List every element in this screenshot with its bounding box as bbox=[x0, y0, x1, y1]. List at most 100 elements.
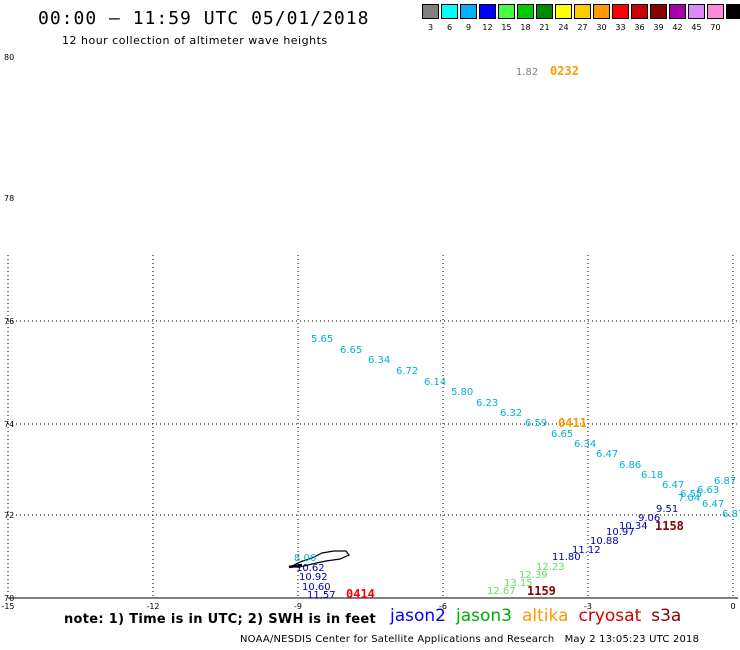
legend-label: 15 bbox=[501, 23, 512, 32]
map-subtitle: 12 hour collection of altimeter wave hei… bbox=[62, 34, 328, 47]
legend-swatch bbox=[498, 4, 515, 19]
wave-height-value: 6.34 bbox=[574, 439, 596, 450]
legend-swatch bbox=[650, 4, 667, 19]
longitude-label: -3 bbox=[584, 602, 592, 611]
legend-label: 6 bbox=[446, 23, 453, 32]
overpass-time: 0411 bbox=[558, 416, 587, 430]
wave-height-value: 12.39 bbox=[519, 570, 548, 581]
legend-swatch bbox=[555, 4, 572, 19]
legend-label: 9 bbox=[465, 23, 472, 32]
legend-label: 3 bbox=[427, 23, 434, 32]
wave-height-value: 6.87 bbox=[722, 509, 740, 520]
legend-swatch bbox=[631, 4, 648, 19]
legend-label: 12 bbox=[482, 23, 493, 32]
wave-height-value: 6.86 bbox=[619, 460, 641, 471]
legend-swatch bbox=[574, 4, 591, 19]
wave-height-value: 6.47 bbox=[662, 480, 684, 491]
legend-swatch bbox=[536, 4, 553, 19]
satellite-jason3: jason3 bbox=[456, 606, 512, 626]
legend-label: 39 bbox=[653, 23, 664, 32]
wave-height-value: 6.47 bbox=[702, 499, 724, 510]
wave-height-value: 10.60 bbox=[302, 582, 331, 593]
satellite-altika: altika bbox=[522, 606, 569, 626]
legend-swatch bbox=[726, 4, 740, 19]
satellite-jason2: jason2 bbox=[390, 606, 446, 626]
wave-height-value: 6.65 bbox=[551, 429, 573, 440]
wave-height-value: 6.63 bbox=[697, 485, 719, 496]
latitude-label: 76 bbox=[4, 317, 14, 326]
legend-swatch bbox=[707, 4, 724, 19]
map-title: 00:00 – 11:59 UTC 05/01/2018 bbox=[38, 8, 370, 29]
legend-label: 70 bbox=[710, 23, 721, 32]
wave-height-value: 9.06 bbox=[638, 513, 660, 524]
generated-timestamp: May 2 13:05:23 UTC 2018 bbox=[564, 634, 700, 645]
wave-height-value: 10.88 bbox=[590, 536, 619, 547]
latitude-label: 72 bbox=[4, 511, 14, 520]
wave-height-value: 12.67 bbox=[487, 586, 516, 597]
satellite-cryosat: cryosat bbox=[578, 606, 642, 626]
longitude-label: -9 bbox=[294, 602, 302, 611]
wave-height-value: 5.80 bbox=[451, 387, 473, 398]
footer-note: note: 1) Time is in UTC; 2) SWH is in fe… bbox=[64, 612, 376, 627]
legend-swatch bbox=[479, 4, 496, 19]
legend-label: 42 bbox=[672, 23, 683, 32]
longitude-label: -12 bbox=[146, 602, 159, 611]
latitude-label: 74 bbox=[4, 420, 14, 429]
island-tip bbox=[288, 563, 303, 569]
wave-height-value: 6.34 bbox=[368, 355, 390, 366]
latitude-label: 80 bbox=[4, 53, 14, 62]
wave-height-value: 10.34 bbox=[619, 521, 648, 532]
credit-text: NOAA/NESDIS Center for Satellite Applica… bbox=[240, 634, 555, 645]
legend-swatch bbox=[441, 4, 458, 19]
wave-height-value: 6.87 bbox=[714, 476, 736, 487]
legend-label: 27 bbox=[577, 23, 588, 32]
wave-height-value: 9.51 bbox=[656, 504, 678, 515]
legend-swatch bbox=[593, 4, 610, 19]
overpass-time: 1158 bbox=[655, 519, 684, 533]
overpass-time: 0414 bbox=[346, 587, 375, 601]
wave-height-value: 10.62 bbox=[296, 563, 325, 574]
legend-label: 21 bbox=[539, 23, 550, 32]
footer-credit: NOAA/NESDIS Center for Satellite Applica… bbox=[240, 634, 699, 645]
wave-height-value: 6.65 bbox=[340, 345, 362, 356]
wave-height-value: 8.06 bbox=[294, 553, 316, 564]
island-outline bbox=[289, 550, 350, 568]
wave-height-value: 6.23 bbox=[476, 398, 498, 409]
wave-height-value: 5.65 bbox=[311, 334, 333, 345]
wave-height-value: 6.72 bbox=[396, 366, 418, 377]
wave-height-value: 13.15 bbox=[504, 578, 533, 589]
legend-label: 45 bbox=[691, 23, 702, 32]
wave-height-value: 6.18 bbox=[641, 470, 663, 481]
overpass-time: 0232 bbox=[550, 64, 579, 78]
overpass-time: 1159 bbox=[527, 584, 556, 598]
wave-height-value: 12.23 bbox=[536, 562, 565, 573]
wave-height-value: 1.82 bbox=[516, 67, 538, 78]
wave-height-value: 10.97 bbox=[606, 527, 635, 538]
latitude-label: 70 bbox=[4, 594, 14, 603]
satellite-s3a: s3a bbox=[651, 606, 682, 626]
legend-label: 24 bbox=[558, 23, 569, 32]
wave-height-value: 6.59 bbox=[525, 418, 547, 429]
wave-height-value: 6.14 bbox=[424, 377, 446, 388]
legend-label: 18 bbox=[520, 23, 531, 32]
wave-height-value: 6.47 bbox=[596, 449, 618, 460]
satellite-legend: jason2 jason3 altika cryosat s3a bbox=[390, 606, 691, 626]
legend-swatch bbox=[422, 4, 439, 19]
longitude-label: -6 bbox=[439, 602, 447, 611]
wave-height-value: 6.55 bbox=[680, 489, 702, 500]
wave-height-value: 10.92 bbox=[299, 572, 328, 583]
wave-height-value: 6.32 bbox=[500, 408, 522, 419]
wave-height-value: 11.57 bbox=[307, 590, 336, 601]
legend-swatch bbox=[612, 4, 629, 19]
legend-label: 30 bbox=[596, 23, 607, 32]
longitude-label: 0 bbox=[730, 602, 735, 611]
legend-label: 36 bbox=[634, 23, 645, 32]
wave-height-value: 11.12 bbox=[572, 545, 601, 556]
wave-height-value: 7.04 bbox=[678, 493, 700, 504]
legend-swatch bbox=[460, 4, 477, 19]
wave-height-value: 11.80 bbox=[552, 552, 581, 563]
latitude-label: 78 bbox=[4, 194, 14, 203]
legend-swatch bbox=[517, 4, 534, 19]
longitude-label: -15 bbox=[1, 602, 14, 611]
